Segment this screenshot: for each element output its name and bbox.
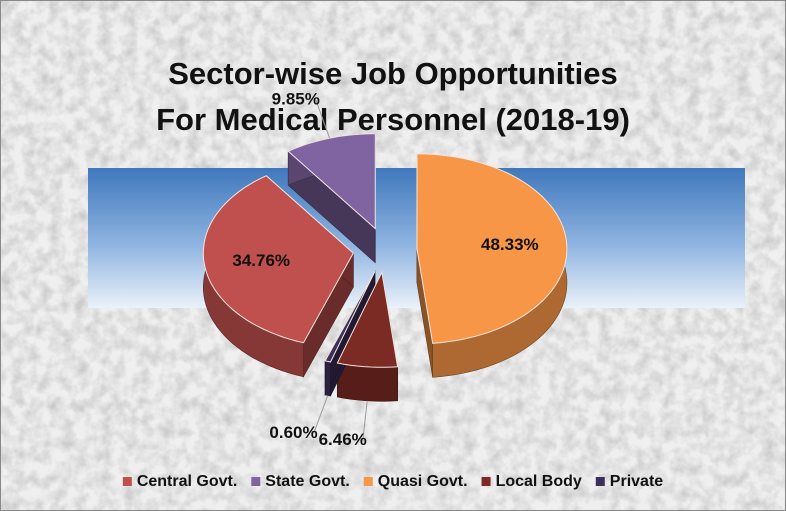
slice <box>324 271 376 363</box>
legend-swatch <box>122 477 132 486</box>
slice <box>416 153 568 344</box>
legend-label: Local Body <box>496 473 582 490</box>
legend-item: State Govt. <box>251 473 350 490</box>
leader-line <box>313 395 329 434</box>
legend: Central Govt. State Govt. Quasi Govt. Local… <box>122 473 663 490</box>
legend-label: State Govt. <box>265 473 349 490</box>
data-label: 6.46% <box>319 430 367 449</box>
slice-edge <box>337 362 398 402</box>
legend-item: Central Govt. <box>122 473 237 490</box>
legend-swatch <box>251 477 261 486</box>
legend-item: Private <box>595 473 663 490</box>
legend-item: Quasi Govt. <box>363 473 468 490</box>
legend-swatch <box>363 477 373 486</box>
legend-swatch <box>481 477 491 486</box>
data-label: 9.85% <box>272 90 320 109</box>
data-label: 48.33% <box>481 235 539 254</box>
chart-title: Sector-wise Job Opportunities For Medical… <box>156 56 630 137</box>
legend-swatch <box>595 477 605 486</box>
slice <box>336 270 399 368</box>
data-label: 0.60% <box>269 423 317 442</box>
leader-line <box>315 99 331 139</box>
legend-label: Private <box>610 473 663 490</box>
slice <box>202 175 354 344</box>
leader-line <box>362 400 368 441</box>
legend-label: Central Govt. <box>137 473 237 490</box>
pie: 34.76% 9.85% 48.33% 6.46%0.60% <box>202 90 568 449</box>
legend-item: Local Body <box>481 473 582 490</box>
legend-label: Quasi Govt. <box>378 473 468 490</box>
slice-edge <box>324 360 331 397</box>
data-label: 34.76% <box>232 251 290 270</box>
slice <box>287 133 376 230</box>
